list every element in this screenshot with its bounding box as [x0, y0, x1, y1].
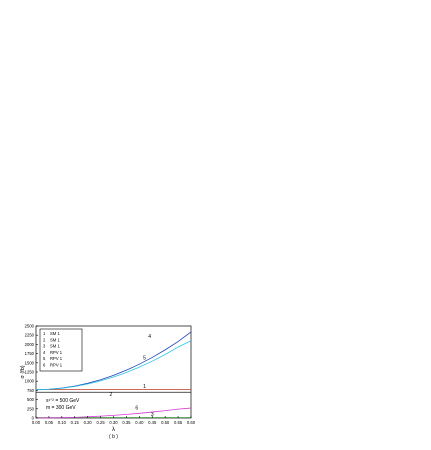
legend-number: 2	[43, 337, 46, 342]
x-tick-label: 0.20	[84, 420, 93, 425]
y-tick-label: 0	[32, 416, 35, 421]
y-tick-label: 500	[27, 397, 35, 402]
series-line-5	[35, 340, 192, 391]
figure-caption: ( b )	[109, 434, 118, 440]
curve-label-4: 4	[148, 334, 151, 340]
legend-number: 5	[43, 356, 46, 361]
legend-label: SM 1	[50, 331, 60, 336]
x-axis-ticks: 0.00 0.05 0.10 0.15 0.20 0.25 0.30 0.35 0.40 0.45…	[32, 416, 196, 425]
annotation-mass: m = 300 GeV	[46, 405, 76, 411]
curve-label-3: 3	[151, 412, 154, 418]
y-tick-label: 1250	[25, 370, 35, 375]
legend: 1 SM 1 2 SM 1 3 SM 1 4 RPV 1 5 RPV 1 6 RPV 1	[39, 328, 83, 372]
legend-label: SM 1	[50, 337, 60, 342]
x-tick-label: 0.05	[45, 420, 54, 425]
legend-items: 1 SM 1 2 SM 1 3 SM 1 4 RPV 1 5 RPV 1 6 RPV 1	[43, 331, 63, 368]
y-tick-label: 1500	[25, 360, 35, 365]
annotations: s¹ᐟ² = 500 GeV m = 300 GeV	[46, 398, 80, 411]
x-tick-label: 0.25	[97, 420, 106, 425]
x-tick-label: 0.50	[161, 420, 170, 425]
curve-label-5: 5	[143, 355, 146, 361]
legend-label: RPV 1	[50, 356, 63, 361]
legend-frame	[39, 328, 83, 372]
x-tick-label: 0.00	[32, 420, 41, 425]
x-tick-label: 0.40	[135, 420, 144, 425]
x-axis-label: λ	[112, 427, 115, 433]
legend-label: SM 1	[50, 344, 60, 349]
y-tick-label: 1000	[25, 379, 35, 384]
x-tick-label: 0.45	[148, 420, 157, 425]
y-tick-label: 2000	[25, 342, 35, 347]
curve-labels: 4 5 1 2 6 3	[110, 334, 154, 418]
x-tick-label: 0.55	[174, 420, 183, 425]
legend-label: RPV 1	[50, 350, 63, 355]
x-tick-label: 0.15	[71, 420, 80, 425]
legend-number: 1	[43, 331, 46, 336]
x-tick-label: 0.10	[58, 420, 67, 425]
curve-label-1: 1	[143, 384, 146, 390]
legend-number: 4	[43, 350, 46, 355]
y-axis-ticks: 0 250 500 750 1000 1250 1500 1750 2000 2250 2500	[25, 324, 38, 421]
y-tick-label: 1750	[25, 351, 35, 356]
x-tick-label: 0.30	[109, 420, 118, 425]
curve-label-6: 6	[135, 406, 138, 412]
y-tick-label: 2500	[25, 324, 35, 329]
x-tick-label: 0.35	[122, 420, 131, 425]
y-axis-label: σ (fb)	[20, 365, 26, 378]
annotation-energy: s¹ᐟ² = 500 GeV	[46, 398, 80, 404]
y-tick-label: 250	[27, 406, 35, 411]
legend-label: RPV 1	[50, 363, 63, 368]
legend-number: 6	[43, 363, 46, 368]
y-tick-label: 750	[27, 388, 35, 393]
curve-label-2: 2	[110, 392, 113, 398]
legend-number: 3	[43, 344, 46, 349]
x-tick-label: 0.60	[187, 420, 196, 425]
y-tick-label: 2250	[25, 333, 35, 338]
